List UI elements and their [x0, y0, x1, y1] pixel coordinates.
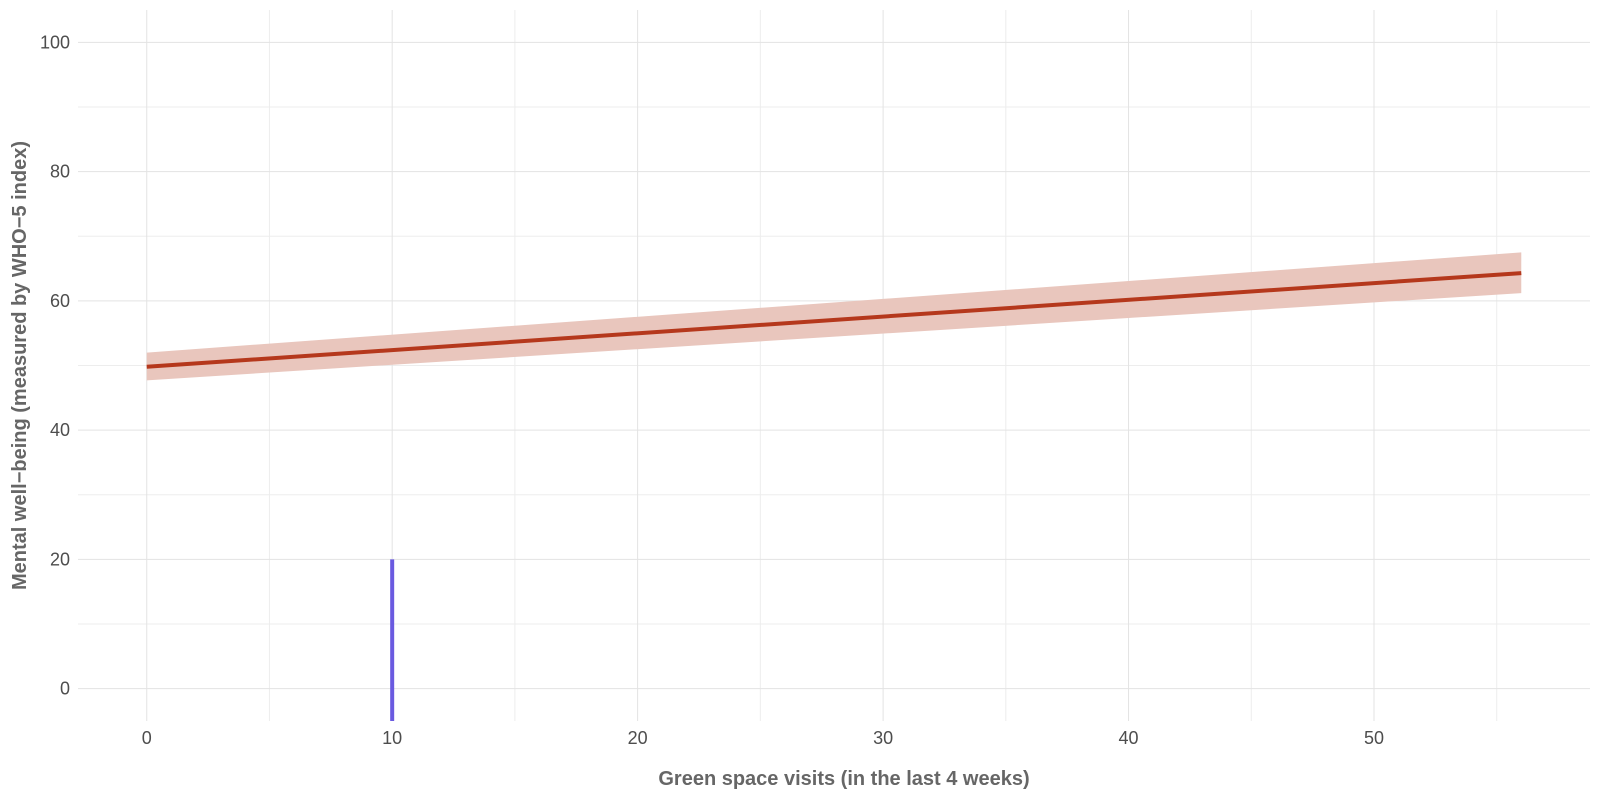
x-axis-title: Green space visits (in the last 4 weeks) [658, 768, 1029, 790]
tick-labels: 0 10 20 30 40 50 0 20 40 60 80 100 [40, 32, 1384, 748]
y-tick-label: 0 [60, 679, 70, 699]
y-tick-label: 100 [40, 32, 70, 52]
x-tick-label: 40 [1119, 728, 1139, 748]
trend-line [146, 271, 1522, 369]
x-tick-label: 20 [628, 728, 648, 748]
y-tick-label: 60 [50, 291, 70, 311]
x-tick-label: 10 [382, 728, 402, 748]
y-axis-title: Mental well−being (measured by WHO−5 ind… [9, 141, 31, 590]
x-tick-label: 50 [1364, 728, 1384, 748]
y-tick-label: 40 [50, 420, 70, 440]
x-tick-label: 30 [873, 728, 893, 748]
confidence-band [146, 252, 1522, 381]
x-tick-label: 0 [142, 728, 152, 748]
confidence-band-layer [146, 252, 1522, 381]
y-tick-label: 80 [50, 162, 70, 182]
trend-line-layer [146, 271, 1522, 369]
y-tick-label: 20 [50, 549, 70, 569]
